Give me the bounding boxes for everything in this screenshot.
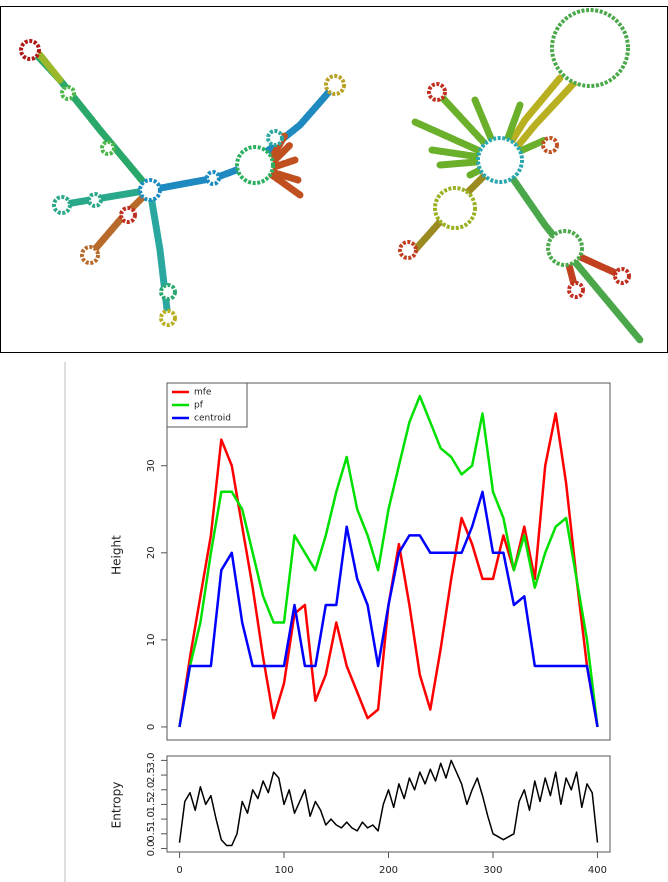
y-tick-label: 1.0	[146, 811, 157, 827]
y-tick-label: 3.0	[146, 752, 157, 768]
y-axis-label: Height	[110, 535, 124, 575]
plot-frame	[166, 382, 611, 741]
y-tick-label: 30	[146, 459, 157, 472]
y-tick-label: 0.0	[146, 841, 157, 857]
legend-label: centroid	[194, 414, 231, 424]
data-line	[178, 759, 599, 847]
x-tick-label: 300	[483, 865, 502, 876]
data-line	[178, 490, 599, 728]
y-tick-label: 0	[146, 724, 157, 730]
data-line	[178, 394, 599, 728]
plot-frame	[166, 755, 611, 853]
legend-label: mfe	[194, 388, 212, 398]
y-tick-label: 2.5	[146, 767, 157, 783]
structure-panel	[0, 6, 668, 353]
x-tick-label: 400	[588, 865, 607, 876]
x-tick-label: 0	[176, 865, 182, 876]
y-tick-label: 10	[146, 633, 157, 646]
y-tick-label: 2.0	[146, 782, 157, 798]
y-axis-label: Entropy	[110, 782, 124, 829]
x-tick-label: 200	[379, 865, 398, 876]
data-line	[178, 412, 599, 728]
legend-label: pf	[194, 401, 204, 411]
y-tick-label: 20	[146, 546, 157, 559]
x-tick-label: 100	[274, 865, 293, 876]
y-tick-label: 0.5	[146, 826, 157, 842]
y-tick-label: 1.5	[146, 796, 157, 812]
